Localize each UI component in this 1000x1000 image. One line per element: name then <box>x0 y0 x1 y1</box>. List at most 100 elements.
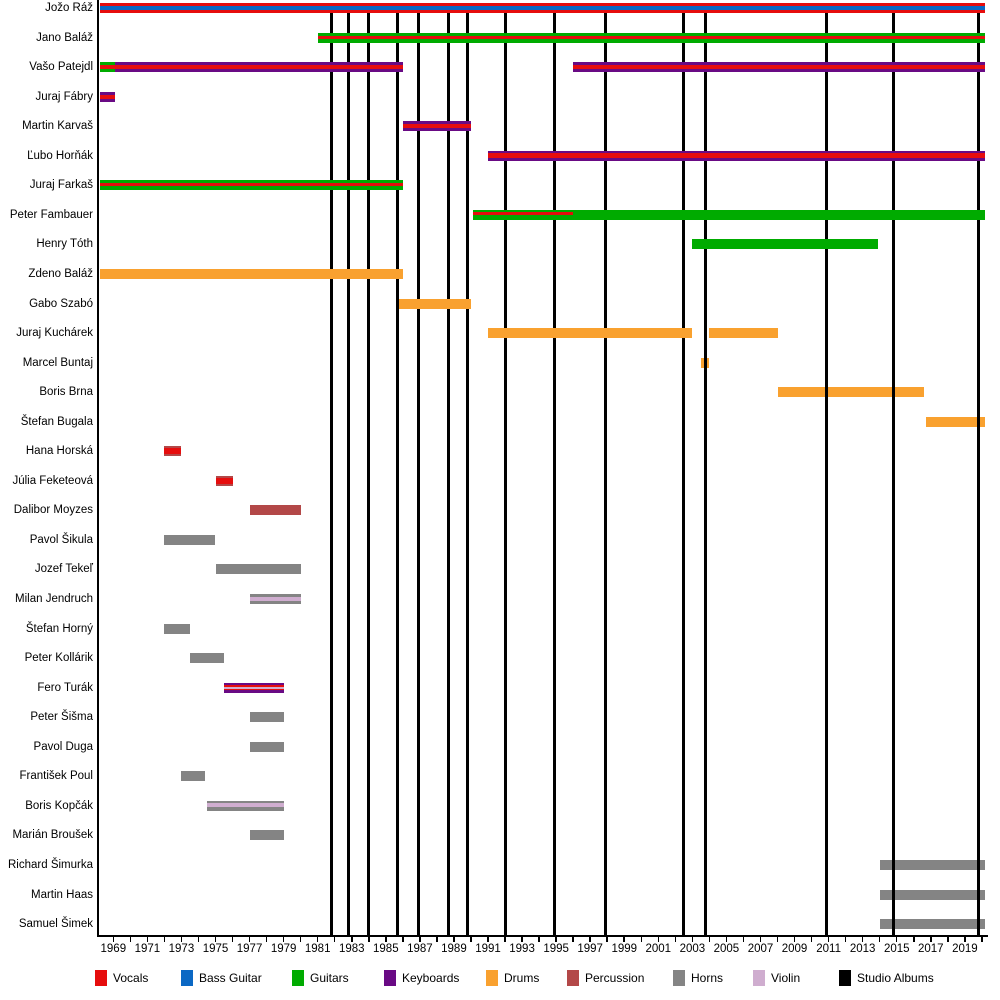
member-name-label: Jano Baláž <box>36 31 93 44</box>
legend-label-albums: Studio Albums <box>857 971 934 985</box>
member-name-label: Hana Horská <box>25 445 93 458</box>
violin-stripe <box>224 687 284 689</box>
member-bar <box>692 239 878 250</box>
x-tick <box>793 937 796 942</box>
x-tick <box>282 937 285 942</box>
keyboards-stripe <box>402 128 471 132</box>
member-bar <box>399 298 471 309</box>
studio-album-line <box>367 3 371 935</box>
member-labels-column: Jožo Ráž Jano Baláž Vašo Patejdl Juraj Fábr… <box>0 0 93 935</box>
guitars-stripe <box>692 239 878 250</box>
member-bar <box>402 121 471 132</box>
x-tick <box>555 937 557 942</box>
x-tick <box>368 937 370 942</box>
member-bar <box>249 830 284 841</box>
studio-album-line <box>503 3 507 935</box>
member-name-label: Juraj Kuchárek <box>16 327 93 340</box>
member-name-label: Martin Haas <box>31 888 93 901</box>
guitars-stripe <box>472 214 574 220</box>
member-bar <box>99 268 403 279</box>
member-bar <box>488 150 986 161</box>
x-tick-label: 1985 <box>373 943 399 955</box>
drums-stripe <box>399 298 471 309</box>
member-name-label: Marián Broušek <box>12 829 93 842</box>
member-name-label: Marcel Buntaj <box>22 356 93 369</box>
member-bar <box>317 32 986 43</box>
percussion-stripe <box>215 475 233 478</box>
member-bar <box>189 653 224 664</box>
member-bar <box>206 800 284 811</box>
legend-label-drums: Drums <box>504 971 540 985</box>
vocals-stripe <box>99 183 403 187</box>
vocals-stripe <box>99 10 986 13</box>
x-tick <box>827 937 830 942</box>
horns-stripe <box>164 623 190 634</box>
legend-swatch-guitars <box>292 970 304 986</box>
x-tick <box>214 937 217 942</box>
x-tick <box>197 937 200 942</box>
guitars-stripe <box>99 180 403 184</box>
studio-album-line <box>825 3 829 935</box>
studio-album-line <box>466 3 470 935</box>
x-tick <box>759 937 762 942</box>
studio-album-line <box>447 3 451 935</box>
x-tick <box>640 937 643 942</box>
x-tick <box>521 937 523 942</box>
percussion-stripe <box>164 446 182 449</box>
x-tick-label: 1975 <box>202 943 229 955</box>
x-tick <box>538 937 540 942</box>
x-tick <box>470 937 472 942</box>
legend-swatch-albums <box>839 970 851 986</box>
legend-label-keyboards: Keyboards <box>402 971 460 985</box>
x-axis-line <box>97 935 988 937</box>
keyboards-stripe <box>402 121 471 124</box>
x-tick-label: 1981 <box>304 943 331 955</box>
legend-swatch-drums <box>486 970 498 986</box>
legend-swatch-violin <box>753 970 765 986</box>
legend-label-guitars: Guitars <box>310 971 349 985</box>
x-tick-label: 1971 <box>134 943 161 955</box>
legend-swatch-keyboards <box>384 970 396 986</box>
studio-album-line <box>416 3 420 935</box>
member-bar <box>215 564 301 575</box>
x-tick <box>981 937 983 942</box>
x-tick-label: 2005 <box>713 943 740 955</box>
x-tick <box>163 937 166 942</box>
horns-stripe <box>206 806 284 811</box>
member-bar <box>709 328 778 339</box>
horns-stripe <box>249 594 301 597</box>
x-tick-label: 2015 <box>883 943 910 955</box>
keyboards-stripe <box>115 62 403 65</box>
member-bar <box>181 771 206 782</box>
x-tick <box>146 937 149 942</box>
member-bar <box>573 62 986 73</box>
x-tick-label: 2009 <box>781 943 808 955</box>
percussion-stripe <box>215 483 233 486</box>
member-name-label: Milan Jendruch <box>15 593 93 605</box>
horns-stripe <box>249 712 284 723</box>
x-tick <box>299 937 302 942</box>
horns-stripe <box>215 564 301 575</box>
vocals-stripe <box>573 64 986 70</box>
member-name-label: Henry Tóth <box>36 238 93 251</box>
drums-stripe <box>925 416 986 427</box>
vocals-stripe <box>99 94 115 99</box>
x-tick-label: 1999 <box>611 943 638 955</box>
legend-label-bass: Bass Guitar <box>199 971 262 985</box>
violin-stripe <box>249 596 301 601</box>
percussion-stripe <box>164 454 182 457</box>
horns-stripe <box>879 889 986 900</box>
x-tick <box>231 937 234 942</box>
guitars-stripe <box>99 62 115 66</box>
vocals-stripe <box>99 65 115 70</box>
x-tick-label: 1989 <box>441 943 467 955</box>
x-tick <box>385 937 387 942</box>
member-name-label: Peter Kollárik <box>24 652 93 665</box>
x-tick-label: 2013 <box>849 943 876 955</box>
member-name-label: Vašo Patejdl <box>29 61 93 74</box>
member-name-label: Boris Kopčák <box>25 799 93 812</box>
plot-area <box>98 0 988 935</box>
guitars-stripe <box>99 186 403 191</box>
member-name-label: Jožo Ráž <box>45 2 93 14</box>
keyboards-stripe <box>115 69 403 73</box>
